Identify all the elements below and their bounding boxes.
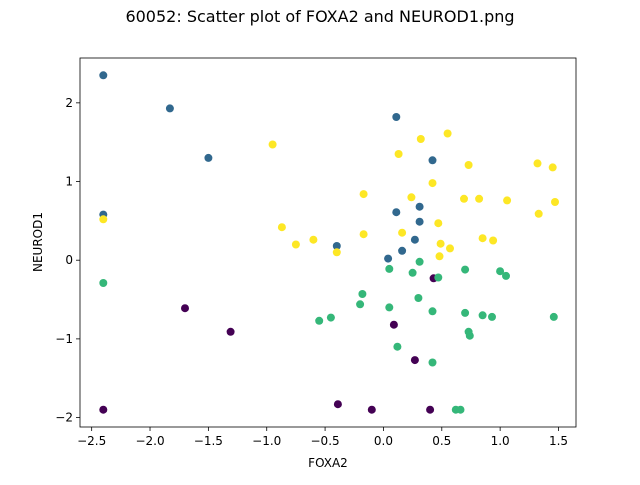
data-point	[456, 405, 465, 414]
data-point	[478, 311, 487, 320]
data-point	[410, 235, 419, 244]
data-point	[435, 252, 444, 261]
data-point	[226, 327, 235, 336]
data-point	[392, 208, 401, 217]
x-tick-label: 1.0	[491, 434, 510, 448]
data-point	[461, 265, 470, 274]
y-tick-label: 2	[65, 96, 73, 110]
data-point	[181, 304, 189, 313]
data-point	[446, 244, 454, 253]
x-tick-label: −1.0	[252, 434, 281, 448]
x-tick-label: 1.5	[549, 434, 568, 448]
data-point	[415, 257, 424, 266]
data-point	[443, 129, 452, 138]
y-tick-label: 0	[65, 253, 73, 267]
data-point	[415, 217, 424, 226]
data-point	[384, 254, 393, 263]
data-point	[465, 331, 474, 340]
data-point	[414, 294, 423, 302]
plot-frame	[79, 57, 577, 428]
y-tick-label: 1	[65, 175, 73, 189]
data-point	[367, 405, 376, 414]
data-point	[475, 194, 484, 203]
data-point	[434, 219, 443, 228]
chart-title: 60052: Scatter plot of FOXA2 and NEUROD1…	[125, 7, 515, 26]
data-point	[434, 273, 443, 282]
data-point	[488, 312, 496, 321]
y-axis-label: NEUROD1	[31, 212, 45, 272]
data-point	[551, 198, 559, 206]
data-point	[359, 230, 368, 239]
data-point	[392, 113, 401, 121]
data-point	[309, 235, 318, 244]
data-point	[99, 405, 108, 414]
data-point	[356, 300, 365, 309]
data-point	[389, 320, 398, 329]
y-tick-label: −2	[55, 411, 73, 425]
data-point	[549, 312, 558, 321]
data-point	[326, 313, 335, 322]
x-tick-label: −2.0	[135, 434, 164, 448]
data-point	[436, 239, 445, 248]
data-point	[533, 159, 542, 168]
data-point	[407, 193, 416, 202]
data-point	[428, 307, 437, 316]
data-point	[99, 71, 108, 80]
data-point	[416, 135, 425, 143]
data-point	[460, 194, 468, 203]
x-tick-label: −2.5	[77, 434, 106, 448]
x-tick-label: 0.0	[374, 434, 393, 448]
x-axis-label: FOXA2	[308, 456, 348, 470]
data-point	[410, 356, 419, 365]
data-point	[548, 163, 557, 172]
data-point	[503, 196, 512, 205]
data-point	[99, 279, 108, 287]
data-point	[165, 104, 174, 113]
data-point	[332, 248, 341, 257]
data-point	[398, 246, 407, 255]
data-point	[291, 240, 300, 249]
data-point	[333, 400, 342, 409]
data-point	[394, 150, 403, 158]
data-point	[332, 242, 341, 250]
data-point	[393, 342, 402, 351]
x-tick-label: −1.5	[194, 434, 223, 448]
y-tick-label: −1	[55, 332, 73, 346]
data-point	[496, 267, 505, 276]
data-point	[428, 156, 437, 165]
data-point	[268, 140, 277, 149]
data-point	[489, 236, 498, 245]
data-point	[359, 190, 368, 199]
data-point	[534, 209, 543, 218]
data-point	[315, 316, 324, 325]
data-point	[461, 308, 470, 317]
axes-layer: −2.5 −2.0 −1.5 −1.0 −0.5 0.0 0.5 1.0 1.5 −2 −1 0 1 2	[55, 57, 577, 448]
data-point	[358, 290, 367, 298]
data-point	[415, 202, 424, 211]
x-tick-label: −0.5	[311, 434, 340, 448]
data-point	[428, 179, 437, 188]
data-point	[478, 234, 487, 243]
data-point	[277, 223, 286, 232]
data-point	[408, 268, 417, 277]
data-point	[204, 153, 213, 162]
data-point	[385, 303, 394, 312]
data-point	[426, 405, 435, 414]
data-point	[99, 215, 108, 224]
x-tick-label: 0.5	[432, 434, 451, 448]
data-point	[398, 228, 407, 237]
data-point	[502, 271, 510, 280]
data-point	[464, 161, 473, 169]
data-point	[385, 264, 394, 273]
points-layer	[99, 71, 559, 414]
data-point	[428, 358, 437, 367]
